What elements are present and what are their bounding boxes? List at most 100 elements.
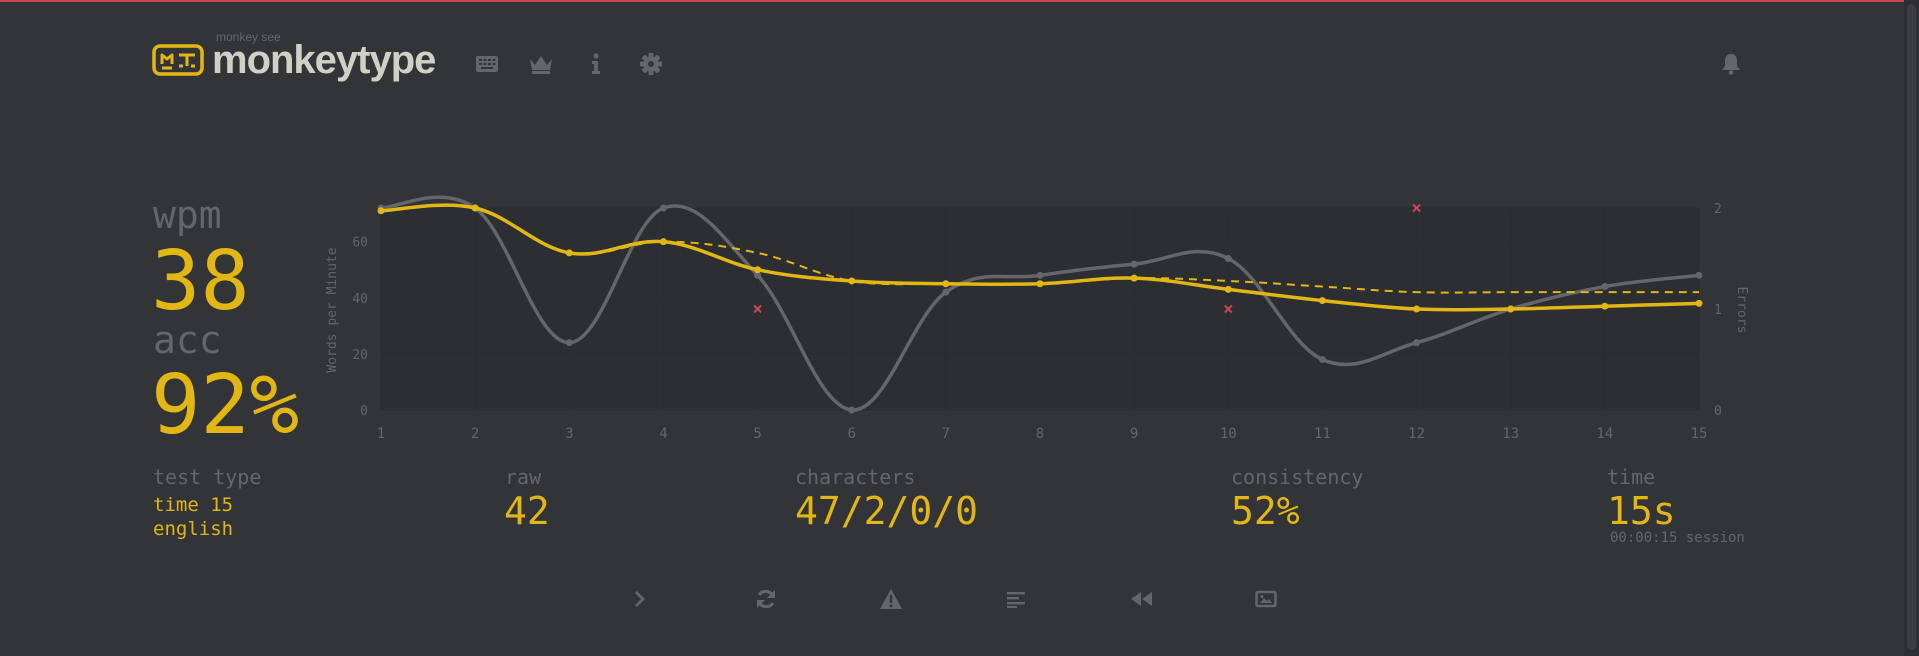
logo-subtitle: monkey see	[216, 30, 281, 44]
data-point-raw	[754, 271, 762, 279]
test-type-label: test type	[153, 465, 262, 489]
data-point-wpm	[565, 249, 573, 257]
scrollbar-thumb[interactable]	[1907, 4, 1916, 650]
y-tick-label: 0	[360, 404, 368, 419]
refresh-icon	[757, 589, 775, 609]
data-point-raw	[1036, 271, 1044, 279]
data-point-wpm	[377, 207, 385, 215]
image-icon	[1255, 590, 1277, 608]
scrollbar[interactable]	[1904, 0, 1919, 656]
data-point-wpm	[659, 238, 667, 246]
x-tick-label: 5	[753, 426, 761, 442]
y2-tick-label: 2	[1714, 202, 1722, 217]
wpm-value: 38	[151, 234, 250, 329]
data-point-wpm	[1601, 302, 1609, 310]
x-tick-label: 2	[471, 426, 479, 442]
data-point-wpm	[1413, 305, 1421, 313]
bell-icon[interactable]	[1716, 50, 1746, 78]
y-axis-ticks: 0 20 40 60	[352, 236, 368, 419]
gear-icon[interactable]	[636, 50, 666, 78]
x-tick-label: 3	[565, 426, 573, 442]
x-tick-label: 13	[1502, 426, 1519, 442]
y2-tick-label: 1	[1714, 303, 1722, 318]
fast-backward-icon	[1131, 592, 1152, 606]
y-axis-label: Words per Minute	[325, 247, 340, 372]
test-type-mode: time 15	[153, 494, 234, 516]
x-tick-label: 14	[1596, 426, 1613, 442]
acc-label: acc	[153, 318, 222, 362]
y2-axis-ticks: 0 1 2	[1714, 202, 1722, 419]
screenshot-button[interactable]	[1246, 584, 1286, 614]
x-tick-label: 1	[377, 426, 385, 442]
data-point-raw	[1318, 356, 1326, 363]
data-point-raw	[1601, 283, 1609, 291]
x-tick-label: 15	[1691, 426, 1708, 442]
words-history-button[interactable]	[996, 584, 1036, 614]
x-tick-label: 11	[1314, 426, 1331, 442]
data-point-wpm	[1695, 299, 1703, 307]
x-tick-label: 9	[1130, 426, 1138, 442]
y2-tick-label: 0	[1714, 404, 1722, 419]
error-marker-stroke	[1412, 203, 1421, 213]
y2-axis-label: Errors	[1734, 287, 1749, 334]
x-tick-label: 12	[1408, 426, 1425, 442]
data-point-wpm	[1130, 274, 1138, 282]
time-label: time	[1607, 465, 1656, 489]
info-icon[interactable]	[581, 50, 611, 78]
data-point-raw	[659, 204, 667, 212]
data-point-raw	[1130, 260, 1138, 268]
align-left-icon	[1007, 592, 1025, 608]
data-point-wpm	[1224, 285, 1232, 293]
time-value: 15s	[1607, 489, 1676, 533]
raw-value: 42	[504, 489, 550, 533]
data-point-raw	[565, 339, 573, 347]
data-point-raw	[848, 406, 856, 414]
logo[interactable]: monkey see monkeytype	[152, 30, 436, 90]
data-point-raw	[1224, 255, 1232, 262]
raw-label: raw	[505, 465, 542, 489]
acc-value: 92%	[151, 358, 300, 453]
characters-label: characters	[795, 465, 916, 489]
crown-icon[interactable]	[526, 50, 556, 78]
test-type-language: english	[153, 518, 234, 540]
error-marker	[1412, 203, 1421, 213]
x-axis-ticks: 1 2 3 4 5 6 7 8 9 10 11 12 13 14 15	[377, 426, 1708, 442]
series-line-raw	[380, 195, 1700, 412]
y-tick-label: 40	[352, 292, 368, 307]
x-tick-label: 8	[1036, 426, 1044, 442]
chart-series	[377, 195, 1703, 414]
data-point-raw	[1413, 339, 1421, 347]
consistency-label: consistency	[1231, 465, 1364, 489]
keyboard-logo-icon	[152, 44, 204, 76]
session-time: 00:00:15 session	[1610, 530, 1745, 546]
warning-icon	[880, 589, 902, 609]
logo-text: monkey see monkeytype	[212, 30, 436, 84]
data-point-raw	[942, 288, 950, 296]
keyboard-icon[interactable]	[472, 50, 502, 78]
error-marker	[753, 304, 762, 314]
x-tick-label: 6	[847, 426, 855, 442]
report-button[interactable]	[871, 584, 911, 614]
consistency-value: 52%	[1231, 489, 1300, 533]
chart-grid	[380, 207, 1700, 411]
top-accent-line	[0, 0, 1919, 2]
x-tick-label: 10	[1220, 426, 1237, 442]
data-point-wpm	[471, 204, 479, 212]
error-marker	[1224, 304, 1233, 314]
data-point-wpm	[942, 280, 950, 288]
y-tick-label: 20	[352, 348, 368, 363]
data-point-wpm	[754, 266, 762, 274]
error-marker-stroke	[1224, 304, 1233, 314]
series-line-wpm	[380, 203, 1700, 312]
data-point-raw	[1695, 271, 1703, 279]
logo-title: monkeytype	[212, 38, 436, 82]
data-point-wpm	[1036, 280, 1044, 288]
next-test-button[interactable]	[620, 584, 660, 614]
replay-button[interactable]	[1121, 584, 1161, 614]
chevron-right-icon	[635, 591, 645, 607]
restart-test-button[interactable]	[746, 584, 786, 614]
wpm-label: wpm	[153, 193, 222, 237]
characters-value: 47/2/0/0	[795, 489, 979, 533]
x-tick-label: 7	[942, 426, 950, 442]
